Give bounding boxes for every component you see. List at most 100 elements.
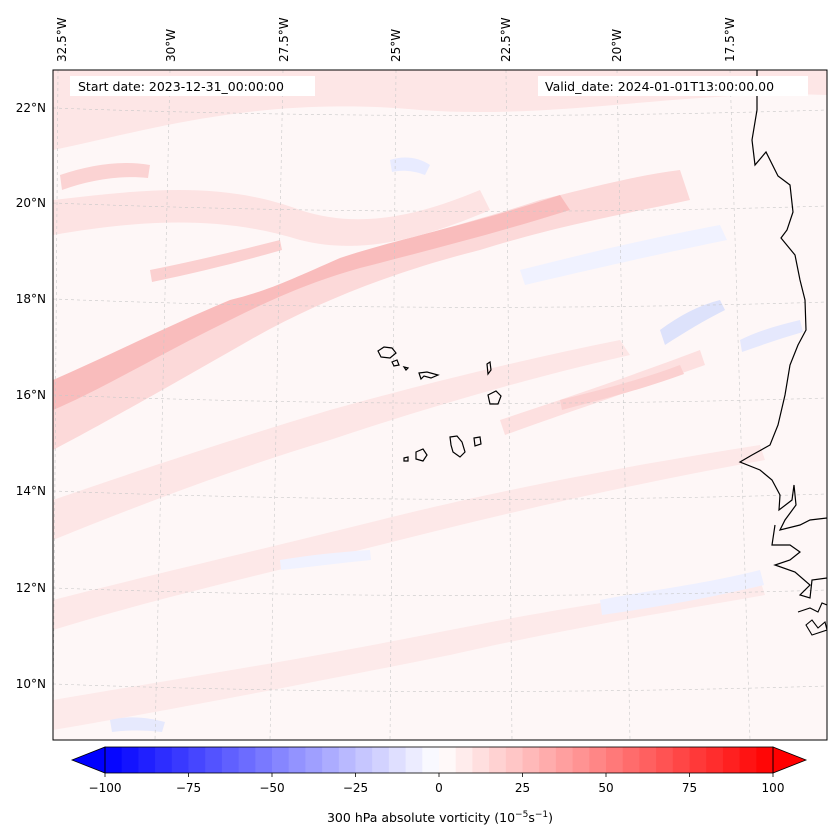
colorbar-segment: [338, 747, 356, 773]
island-maio: [473, 436, 482, 447]
positive-vorticity-streak-3: [60, 163, 150, 190]
island-sao-nicolau: [418, 371, 440, 381]
colorbar-segment: [555, 747, 574, 773]
colorbar-segment: [255, 747, 273, 773]
colorbar-tick-label: −25: [343, 781, 368, 795]
colorbar-ticks: −100 −75 −50 −25 0 25 50 75 100: [89, 773, 785, 795]
valid-date-box: [538, 76, 808, 96]
colorbar-segment: [171, 747, 189, 773]
colorbar-segment: [355, 747, 373, 773]
parallel-14n: [53, 490, 827, 500]
colorbar-negative-extension: [70, 746, 106, 774]
colorbar-tick-label: −100: [89, 781, 122, 795]
colorbar-segment: [472, 747, 490, 773]
colorbar-segment: [622, 747, 640, 773]
negative-vorticity-patch-4: [600, 570, 764, 615]
vorticity-contours: [53, 70, 827, 732]
colorbar-segment: [672, 747, 690, 773]
start-date-box: [70, 76, 315, 96]
colorbar-segment: [188, 747, 206, 773]
positive-vorticity-streak-1: [560, 365, 684, 410]
start-date-label: Start date: 2023-12-31_00:00:00: [78, 79, 284, 94]
map-frame: [52, 69, 828, 741]
colorbar-segment: [539, 747, 557, 773]
cape-verde-islands: [377, 346, 502, 462]
colorbar-segment: [405, 747, 423, 773]
colorbar-segment: [105, 747, 123, 773]
colorbar-segment: [656, 747, 674, 773]
colorbar-tick-label: −75: [176, 781, 201, 795]
island-boa-vista: [487, 390, 502, 405]
colorbar: −100 −75 −50 −25 0 25 50 75 100 300 hPa absolute…: [70, 746, 808, 825]
positive-vorticity-band-core: [53, 195, 570, 410]
colorbar-segment: [439, 747, 457, 773]
negative-vorticity-patch-7: [280, 550, 371, 570]
colorbar-segment: [505, 747, 523, 773]
colorbar-segment: [722, 747, 741, 773]
lon-label-22-5w: 22.5°W: [499, 17, 513, 62]
colorbar-tick-label: 50: [598, 781, 613, 795]
lat-label-22n: 22°N: [16, 101, 46, 115]
lat-label-20n: 20°N: [16, 196, 46, 210]
colorbar-tick-label: 100: [762, 781, 785, 795]
graticule: [53, 70, 827, 740]
colorbar-label: 300 hPa absolute vorticity (10−5s−1): [327, 810, 553, 825]
senegal-gambia-coast: [771, 524, 827, 599]
colorbar-segment: [372, 747, 390, 773]
positive-vorticity-band-south-3: [53, 580, 765, 730]
guinea-bissau-coast: [797, 602, 827, 636]
colorbar-segment: [322, 747, 340, 773]
positive-vorticity-streak-2: [150, 240, 282, 282]
colorbar-segment: [756, 747, 774, 773]
colorbar-segment: [606, 747, 624, 773]
lat-label-16n: 16°N: [16, 388, 46, 402]
lat-label-14n: 14°N: [16, 484, 46, 498]
island-sao-vicente: [391, 359, 400, 367]
positive-vorticity-band-south-1: [53, 340, 630, 540]
colorbar-segment: [739, 747, 757, 773]
lon-label-30w: 30°W: [164, 29, 178, 62]
colorbar-segment: [305, 747, 323, 773]
colorbar-segment: [572, 747, 590, 773]
west-africa-coastline: [738, 70, 827, 531]
negative-vorticity-patch-6: [740, 320, 803, 352]
lon-label-32-5w: 32.5°W: [55, 17, 69, 62]
latitude-labels: 22°N 20°N 18°N 16°N 14°N 12°N 10°N: [16, 101, 46, 691]
meridian-25w: [389, 70, 397, 740]
colorbar-segment: [706, 747, 724, 773]
colorbar-positive-extension: [772, 746, 808, 774]
map-panel: [53, 70, 827, 740]
lon-label-25w: 25°W: [389, 29, 403, 62]
positive-vorticity-band-south-2: [53, 445, 765, 630]
colorbar-segment: [288, 747, 306, 773]
meridian-27-5w: [269, 70, 284, 740]
parallel-18n: [53, 298, 827, 308]
colorbar-segment: [221, 747, 240, 773]
colorbar-segment: [455, 747, 473, 773]
colorbar-segment: [589, 747, 607, 773]
colorbar-segment: [422, 747, 440, 773]
meridian-32-5w: [53, 70, 59, 740]
parallel-16n: [53, 394, 827, 404]
parallel-10n: [53, 683, 827, 692]
colorbar-segment: [121, 747, 139, 773]
meridian-30w: [154, 70, 171, 740]
colorbar-segment: [689, 747, 707, 773]
island-santa-luzia: [402, 366, 410, 371]
colorbar-tick-label: 75: [682, 781, 697, 795]
parallel-20n: [53, 202, 827, 212]
colorbar-segment: [388, 747, 407, 773]
lat-label-12n: 12°N: [16, 581, 46, 595]
colorbar-segment: [238, 747, 256, 773]
negative-vorticity-patch-1: [660, 300, 725, 345]
colorbar-segment: [138, 747, 156, 773]
parallel-12n: [53, 587, 827, 596]
parallel-22n: [53, 107, 827, 116]
colorbar-segments: [105, 747, 774, 773]
colorbar-segment: [639, 747, 657, 773]
meridian-22-5w: [505, 70, 513, 740]
lon-label-20w: 20°W: [610, 29, 624, 62]
island-brava: [403, 456, 409, 462]
meridian-20w: [616, 70, 631, 740]
